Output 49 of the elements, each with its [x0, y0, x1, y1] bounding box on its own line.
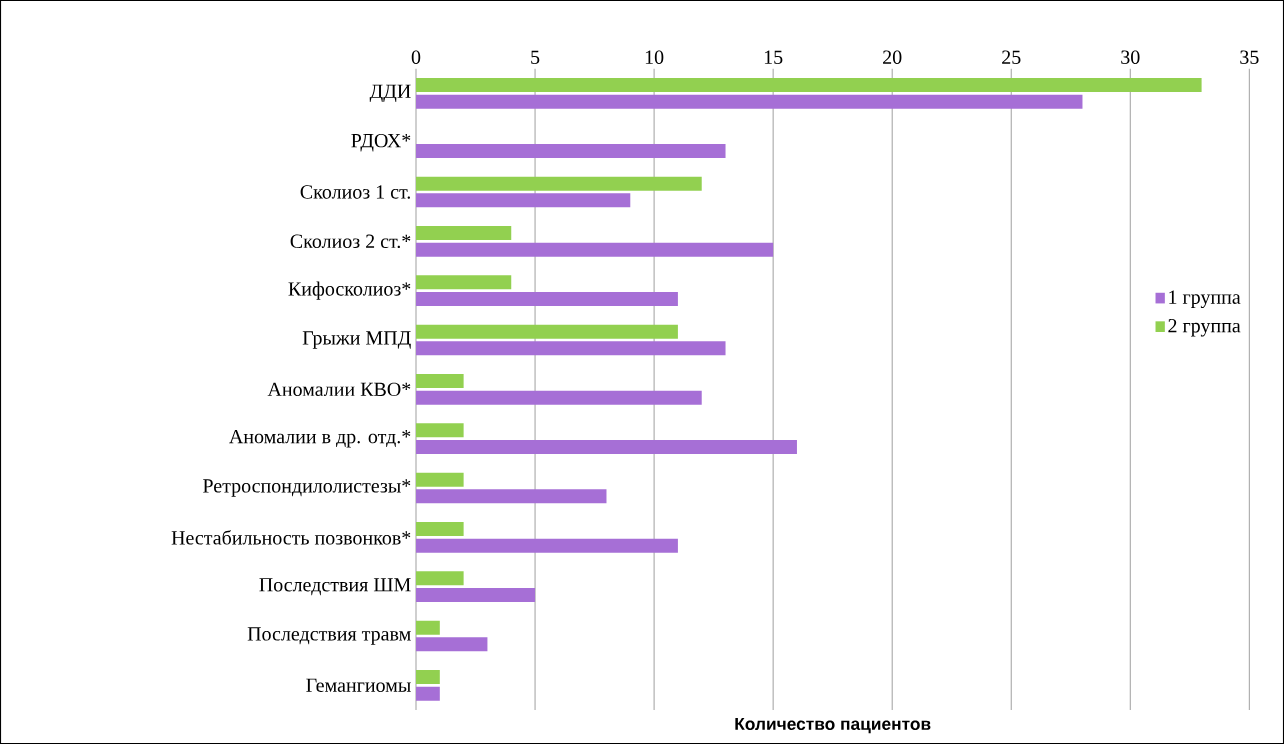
bar	[416, 637, 488, 652]
bar	[416, 670, 440, 685]
y-tick-label: Аномалии в др. отд.*	[229, 429, 411, 448]
x-tick-label: 10	[645, 50, 664, 64]
bar	[416, 324, 678, 339]
bar	[416, 275, 512, 290]
bar	[416, 292, 678, 307]
bar	[416, 144, 726, 159]
bar	[416, 489, 607, 504]
bar	[416, 686, 440, 701]
legend-label: 2 группа	[1168, 319, 1241, 337]
y-tick-label: Кифосколиоз*	[288, 281, 411, 300]
bar	[416, 571, 464, 586]
bar	[416, 176, 702, 191]
bar	[416, 341, 726, 356]
y-tick-label: Аномалии КВО*	[267, 382, 411, 397]
bar	[416, 94, 1083, 109]
y-tick-label: Сколиоз 1 ст.	[300, 185, 410, 199]
x-tick-label: 0	[411, 50, 421, 64]
y-tick-label: ДДИ	[369, 84, 411, 103]
bar	[416, 440, 797, 455]
y-tick-label: Последствия травм	[247, 627, 411, 645]
x-tick-label: 15	[764, 50, 783, 64]
bar	[416, 522, 464, 537]
bar	[416, 538, 678, 553]
y-tick-label: Сколиоз 2 ст.*	[290, 234, 411, 249]
y-tick-label: Последствия ШМ	[259, 578, 411, 596]
x-tick-label: 30	[1121, 50, 1140, 64]
x-tick-label: 20	[883, 50, 902, 64]
y-tick-label: Нестабильность позвонков*	[171, 530, 411, 545]
bar	[416, 423, 464, 438]
bar	[416, 226, 512, 241]
y-tick-label: Ретроспондилолистезы*	[203, 479, 411, 497]
y-tick-label: Грыжи МПД	[302, 331, 411, 349]
y-tick-label: Гемангиомы	[306, 678, 411, 692]
y-tick-label: РДОХ*	[351, 133, 411, 152]
bar	[416, 374, 464, 389]
bar	[416, 620, 440, 635]
bar	[416, 472, 464, 487]
bar	[416, 193, 631, 208]
x-tick-label: 25	[1002, 50, 1021, 64]
x-tick-label: 5	[531, 50, 540, 64]
x-axis-title: Количество пациентов	[735, 717, 931, 734]
x-tick-label: 35	[1240, 50, 1259, 64]
bar	[416, 78, 1202, 92]
bar	[416, 242, 774, 257]
legend-label: 1 группа	[1169, 290, 1241, 309]
bar	[416, 390, 702, 405]
bar	[416, 588, 536, 603]
